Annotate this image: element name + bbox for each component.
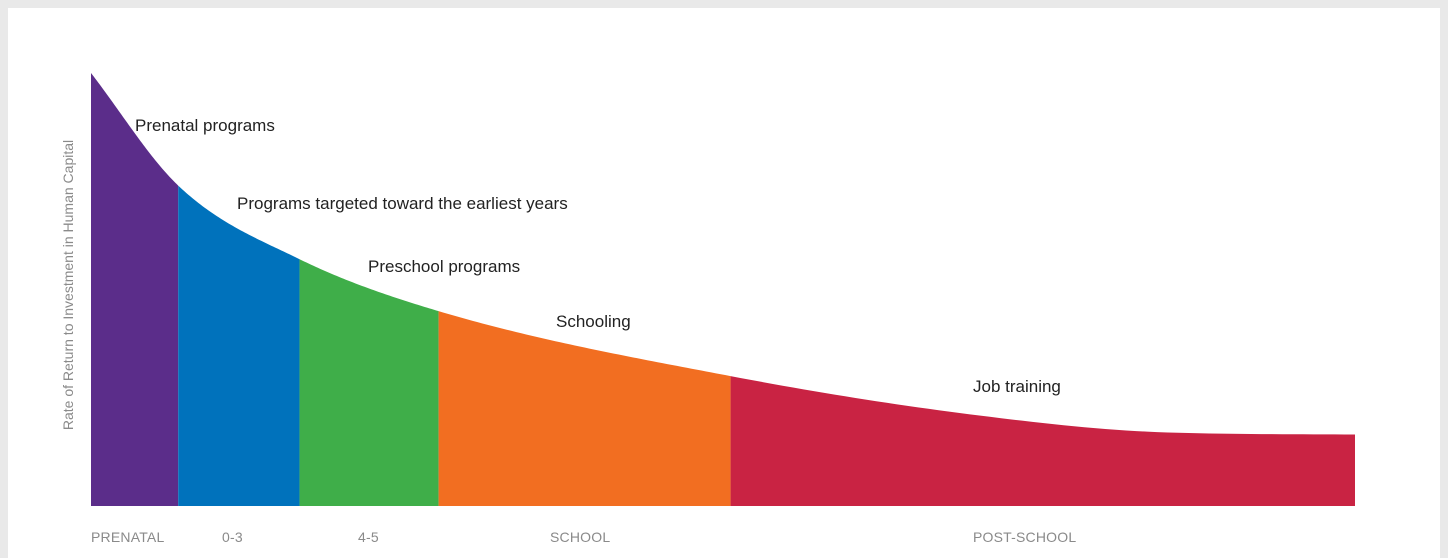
segment-label-job-training: Job training xyxy=(973,377,1061,396)
area-segment-0-3 xyxy=(178,185,300,506)
area-segment-4-5 xyxy=(299,259,439,506)
x-tick-0-3: 0-3 xyxy=(222,529,243,545)
area-segment-school xyxy=(438,311,731,506)
segment-label-preschool: Preschool programs xyxy=(368,257,521,276)
area-segment-prenatal xyxy=(91,73,179,506)
area-segment-post-school xyxy=(730,376,1355,506)
y-axis-label: Rate of Return to Investment in Human Ca… xyxy=(60,139,76,431)
chart-svg xyxy=(91,73,1355,506)
chart-frame: Rate of Return to Investment in Human Ca… xyxy=(8,8,1440,558)
x-tick-prenatal: PRENATAL xyxy=(91,529,165,545)
segment-label-schooling: Schooling xyxy=(556,312,631,331)
x-tick-4-5: 4-5 xyxy=(358,529,379,545)
segment-label-earliest-years: Programs targeted toward the earliest ye… xyxy=(237,194,568,213)
x-tick-school: SCHOOL xyxy=(550,529,611,545)
segment-label-prenatal: Prenatal programs xyxy=(135,116,275,135)
x-tick-post-school: POST-SCHOOL xyxy=(973,529,1077,545)
